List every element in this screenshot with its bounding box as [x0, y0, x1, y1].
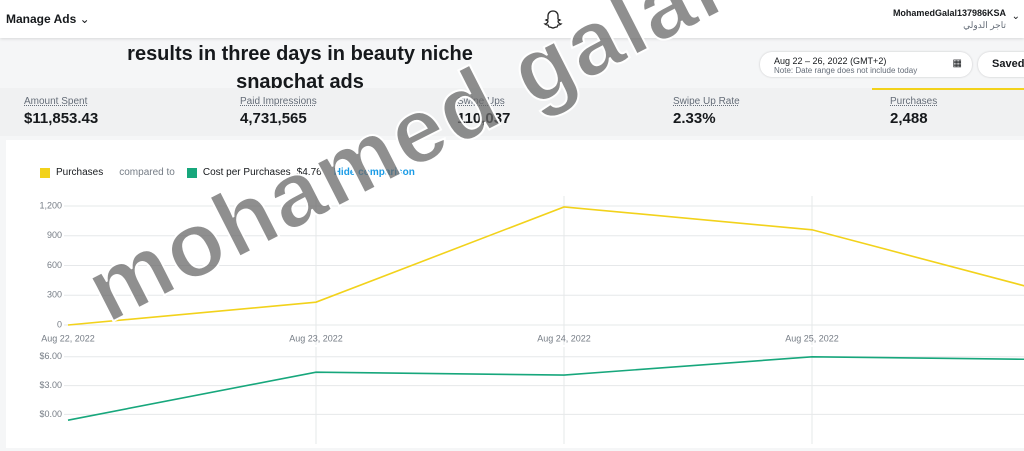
metric[interactable]: Swipe Ups 110,037 — [457, 96, 510, 127]
date-range[interactable]: Aug 22 – 26, 2022 (GMT+2) Note: Date ran… — [760, 52, 972, 77]
x-tick-label: Aug 25, 2022 — [785, 333, 839, 343]
date-label: Aug 22 – 26, 2022 (GMT+2) — [774, 56, 887, 66]
metric-value: 2.33% — [673, 110, 716, 127]
hide-comparison[interactable]: Hide comparison — [333, 167, 415, 178]
metric-value: $11,853.43 — [24, 110, 99, 127]
y-tick-label: 300 — [47, 290, 62, 300]
menu[interactable]: Manage Ads ⌄ — [6, 12, 90, 26]
y-tick-label: 600 — [47, 260, 62, 270]
metric-label: Purchases — [890, 96, 938, 107]
overlay-title: results in three days in beauty niche sna… — [80, 40, 520, 96]
overlay-line: results in three days in beauty niche — [127, 43, 473, 65]
saved-button[interactable]: Saved — [978, 52, 1024, 77]
legend-swatch — [40, 167, 50, 178]
y-tick-label: $3.00 — [39, 380, 62, 390]
series-line — [67, 206, 1024, 326]
metric-label: Paid Impressions — [240, 96, 317, 107]
legend-label: Cost per Purchases — [202, 167, 291, 178]
x-tick-label: Aug 24, 2022 — [537, 333, 591, 343]
date-note: Note: Date range does not include today — [774, 66, 918, 75]
x-tick-label: Aug 23, 2022 — [289, 333, 343, 343]
metric-label: Swipe Up Rate — [673, 96, 740, 107]
metric-value: 110,037 — [457, 110, 511, 127]
series-line — [67, 355, 1024, 421]
metric[interactable]: Swipe Up Rate 2.33% — [673, 96, 740, 127]
legend-compared: compared to — [119, 167, 175, 178]
account-sub: تاجر الدولي — [963, 20, 1006, 30]
metric[interactable]: Paid Impressions 4,731,565 — [240, 96, 317, 127]
y-tick-label: 900 — [47, 230, 62, 240]
legend-value: $4.76 — [296, 167, 322, 178]
calendar-icon: ▦ — [952, 58, 962, 69]
legend-swatch — [186, 167, 197, 178]
y-tick-label: $0.00 — [39, 409, 62, 419]
saved-label: Saved — [992, 58, 1024, 70]
chart-card — [6, 140, 1024, 448]
metric-value: 4,731,565 — [240, 110, 307, 127]
account-caret: ⌄ — [1011, 11, 1020, 22]
logo — [543, 10, 563, 29]
top-bar: Manage Ads ⌄ MohamedGalal137986KSA تاجر ا… — [0, 0, 1024, 38]
account-name: MohamedGalal137986KSA — [892, 8, 1006, 18]
legend: Purchases compared to Cost per Purchases… — [40, 167, 415, 178]
metric-label: Swipe Ups — [457, 96, 505, 107]
metric-selected — [872, 88, 1024, 90]
legend-label: Purchases — [56, 167, 104, 178]
menu-label: Manage Ads — [6, 12, 77, 26]
y-tick-label: $6.00 — [39, 351, 62, 361]
metric[interactable]: Amount Spent $11,853.43 — [24, 96, 98, 127]
y-tick-label: 0 — [57, 319, 62, 329]
overlay-line: snapchat ads — [236, 71, 364, 93]
metric-value: 2,488 — [890, 110, 928, 127]
metric-label: Amount Spent — [24, 96, 88, 107]
metrics-bar — [0, 88, 1024, 136]
y-tick-label: 1,200 — [39, 200, 62, 210]
metric[interactable]: Purchases 2,488 — [890, 96, 937, 127]
account[interactable]: MohamedGalal137986KSA تاجر الدولي — [893, 8, 1006, 31]
x-tick-label: Aug 22, 2022 — [41, 333, 95, 343]
